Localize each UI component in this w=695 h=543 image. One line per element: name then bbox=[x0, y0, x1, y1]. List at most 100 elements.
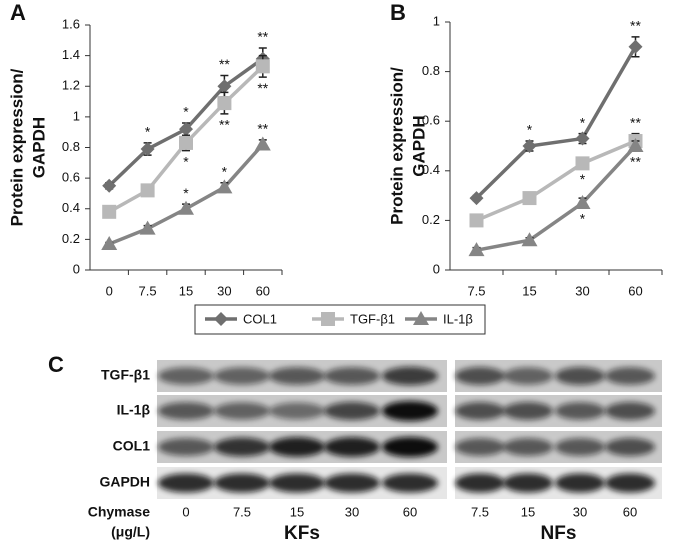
significance-label: ** bbox=[257, 80, 268, 96]
blot-band bbox=[158, 473, 214, 493]
y-axis-label: Protein expression/ bbox=[387, 67, 406, 225]
y-axis-label: GAPDH bbox=[29, 117, 48, 178]
blot-row-label: GAPDH bbox=[99, 474, 150, 490]
blot-row-label: IL-1β bbox=[117, 402, 151, 418]
y-tick-label: 1 bbox=[73, 108, 80, 123]
marker bbox=[217, 79, 232, 94]
lane-label: 30 bbox=[573, 504, 587, 519]
blot-row-label: COL1 bbox=[113, 438, 151, 454]
blot-band bbox=[214, 437, 270, 457]
lane-label: 7.5 bbox=[471, 504, 489, 519]
significance-label: ** bbox=[219, 117, 230, 133]
marker bbox=[179, 122, 193, 137]
marker bbox=[140, 142, 155, 157]
blot-band bbox=[324, 473, 380, 493]
marker bbox=[413, 311, 429, 325]
significance-label: * bbox=[145, 124, 151, 140]
group-label: KFs bbox=[284, 523, 320, 543]
significance-label: ** bbox=[630, 154, 641, 170]
blot-band bbox=[214, 473, 270, 493]
blot-band bbox=[382, 401, 438, 421]
blot-band bbox=[214, 367, 270, 385]
legend-label: COL1 bbox=[243, 311, 277, 326]
marker bbox=[178, 200, 194, 215]
marker bbox=[214, 312, 228, 326]
significance-label: * bbox=[183, 185, 189, 201]
blot-band bbox=[324, 367, 380, 385]
lane-label: 30 bbox=[345, 504, 359, 519]
blot-band bbox=[455, 438, 505, 456]
y-tick-label: 0.8 bbox=[422, 63, 440, 78]
y-tick-label: 1.6 bbox=[62, 16, 80, 31]
x-tick-label: 0 bbox=[106, 283, 113, 298]
blot-band bbox=[269, 402, 325, 420]
blot-band bbox=[555, 402, 605, 420]
marker bbox=[469, 191, 484, 206]
marker bbox=[217, 96, 232, 111]
blot-band bbox=[382, 437, 438, 457]
marker bbox=[575, 156, 590, 171]
marker bbox=[575, 131, 590, 146]
marker bbox=[140, 183, 155, 198]
x-tick-label: 15 bbox=[522, 283, 536, 298]
blot-band bbox=[455, 367, 505, 385]
marker bbox=[216, 179, 233, 194]
marker bbox=[255, 59, 270, 74]
blot-band bbox=[382, 473, 438, 493]
significance-label: * bbox=[183, 104, 189, 120]
x-unit: (μg/L) bbox=[111, 524, 150, 540]
x-tick-label: 30 bbox=[217, 283, 231, 298]
y-tick-label: 0 bbox=[433, 261, 440, 276]
group-label: NFs bbox=[541, 523, 577, 543]
blot-band bbox=[158, 438, 214, 456]
y-tick-label: 0 bbox=[73, 261, 80, 276]
marker bbox=[139, 220, 156, 235]
y-tick-label: 1.2 bbox=[62, 78, 80, 93]
x-tick-label: 30 bbox=[575, 283, 589, 298]
lane-label: 7.5 bbox=[233, 504, 251, 519]
significance-label: * bbox=[183, 153, 189, 169]
marker bbox=[102, 204, 117, 219]
x-label: Chymase bbox=[88, 504, 150, 520]
y-tick-label: 0.4 bbox=[62, 200, 80, 215]
y-tick-label: 0.6 bbox=[422, 113, 440, 128]
marker bbox=[321, 312, 335, 326]
lane-label: 60 bbox=[623, 504, 637, 519]
blot-band bbox=[269, 437, 325, 457]
blot-band bbox=[605, 438, 655, 456]
marker bbox=[574, 195, 591, 210]
significance-label: * bbox=[222, 163, 228, 179]
blot-band bbox=[214, 402, 270, 420]
marker bbox=[179, 135, 193, 150]
y-tick-label: 1 bbox=[433, 13, 440, 28]
panel-label: C bbox=[48, 352, 64, 377]
y-tick-label: 1.4 bbox=[62, 47, 80, 62]
legend-label: IL-1β bbox=[443, 311, 473, 326]
blot-band bbox=[605, 367, 655, 385]
marker bbox=[468, 242, 485, 257]
blot-band bbox=[503, 473, 553, 493]
significance-label: ** bbox=[257, 121, 268, 137]
blot-band bbox=[455, 473, 505, 493]
significance-label: * bbox=[580, 171, 586, 187]
x-tick-label: 60 bbox=[628, 283, 642, 298]
marker bbox=[628, 39, 643, 54]
series-line bbox=[475, 45, 638, 200]
blot-band bbox=[324, 401, 380, 421]
panel-label: A bbox=[10, 0, 26, 25]
blot-band bbox=[158, 402, 214, 420]
y-axis-label: GAPDH bbox=[409, 115, 428, 176]
blot-band bbox=[503, 402, 553, 420]
x-tick-label: 7.5 bbox=[467, 283, 485, 298]
lane-label: 15 bbox=[290, 504, 304, 519]
marker bbox=[101, 235, 118, 250]
marker bbox=[254, 136, 271, 151]
blot-band bbox=[158, 367, 214, 385]
legend-label: TGF-β1 bbox=[350, 311, 395, 326]
blot-band bbox=[269, 367, 325, 385]
blot-band bbox=[555, 473, 605, 493]
x-tick-label: 15 bbox=[179, 283, 193, 298]
blot-band bbox=[455, 402, 505, 420]
lane-label: 60 bbox=[403, 504, 417, 519]
